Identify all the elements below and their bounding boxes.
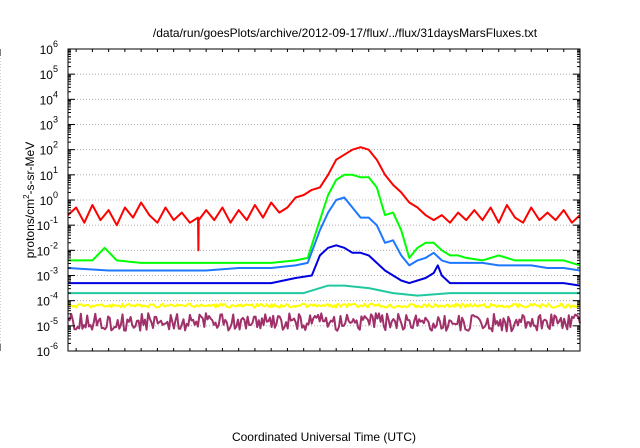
y-tick-label: 102 xyxy=(40,140,58,158)
y-axis-label: protons/cm2-s-sr-MeV xyxy=(22,142,37,258)
series-line xyxy=(68,173,581,267)
y-tick-label: 106 xyxy=(40,39,58,57)
series-layer xyxy=(67,146,581,333)
y-tick-labels: 10-6 10-5 10-4 10-3 10-2 10-1 100 101 102 103 104 1… xyxy=(37,39,58,359)
y-tick-label: 10-2 xyxy=(37,240,58,258)
series-line xyxy=(67,312,581,333)
axis-ticks xyxy=(0,48,581,352)
chart-title: /data/run/goesPlots/archive/2012-09-17/f… xyxy=(153,26,538,40)
y-tick-label: 101 xyxy=(40,165,58,183)
series-line xyxy=(68,244,581,287)
y-tick-label: 10-6 xyxy=(37,341,58,359)
y-tick-label: 10-4 xyxy=(37,291,58,309)
y-tick-label: 105 xyxy=(40,64,58,82)
y-tick-label: 10-1 xyxy=(37,215,58,233)
series-line xyxy=(67,196,581,272)
y-tick-label: 10-3 xyxy=(37,266,58,284)
series-line xyxy=(67,302,581,309)
x-axis-label: Coordinated Universal Time (UTC) xyxy=(232,430,416,444)
y-tick-label: 103 xyxy=(40,115,58,133)
series-line xyxy=(67,146,581,252)
y-tick-label: 104 xyxy=(40,89,58,107)
series-line xyxy=(68,284,580,297)
y-tick-label: 10-5 xyxy=(37,316,58,334)
y-tick-label: 100 xyxy=(40,190,58,208)
